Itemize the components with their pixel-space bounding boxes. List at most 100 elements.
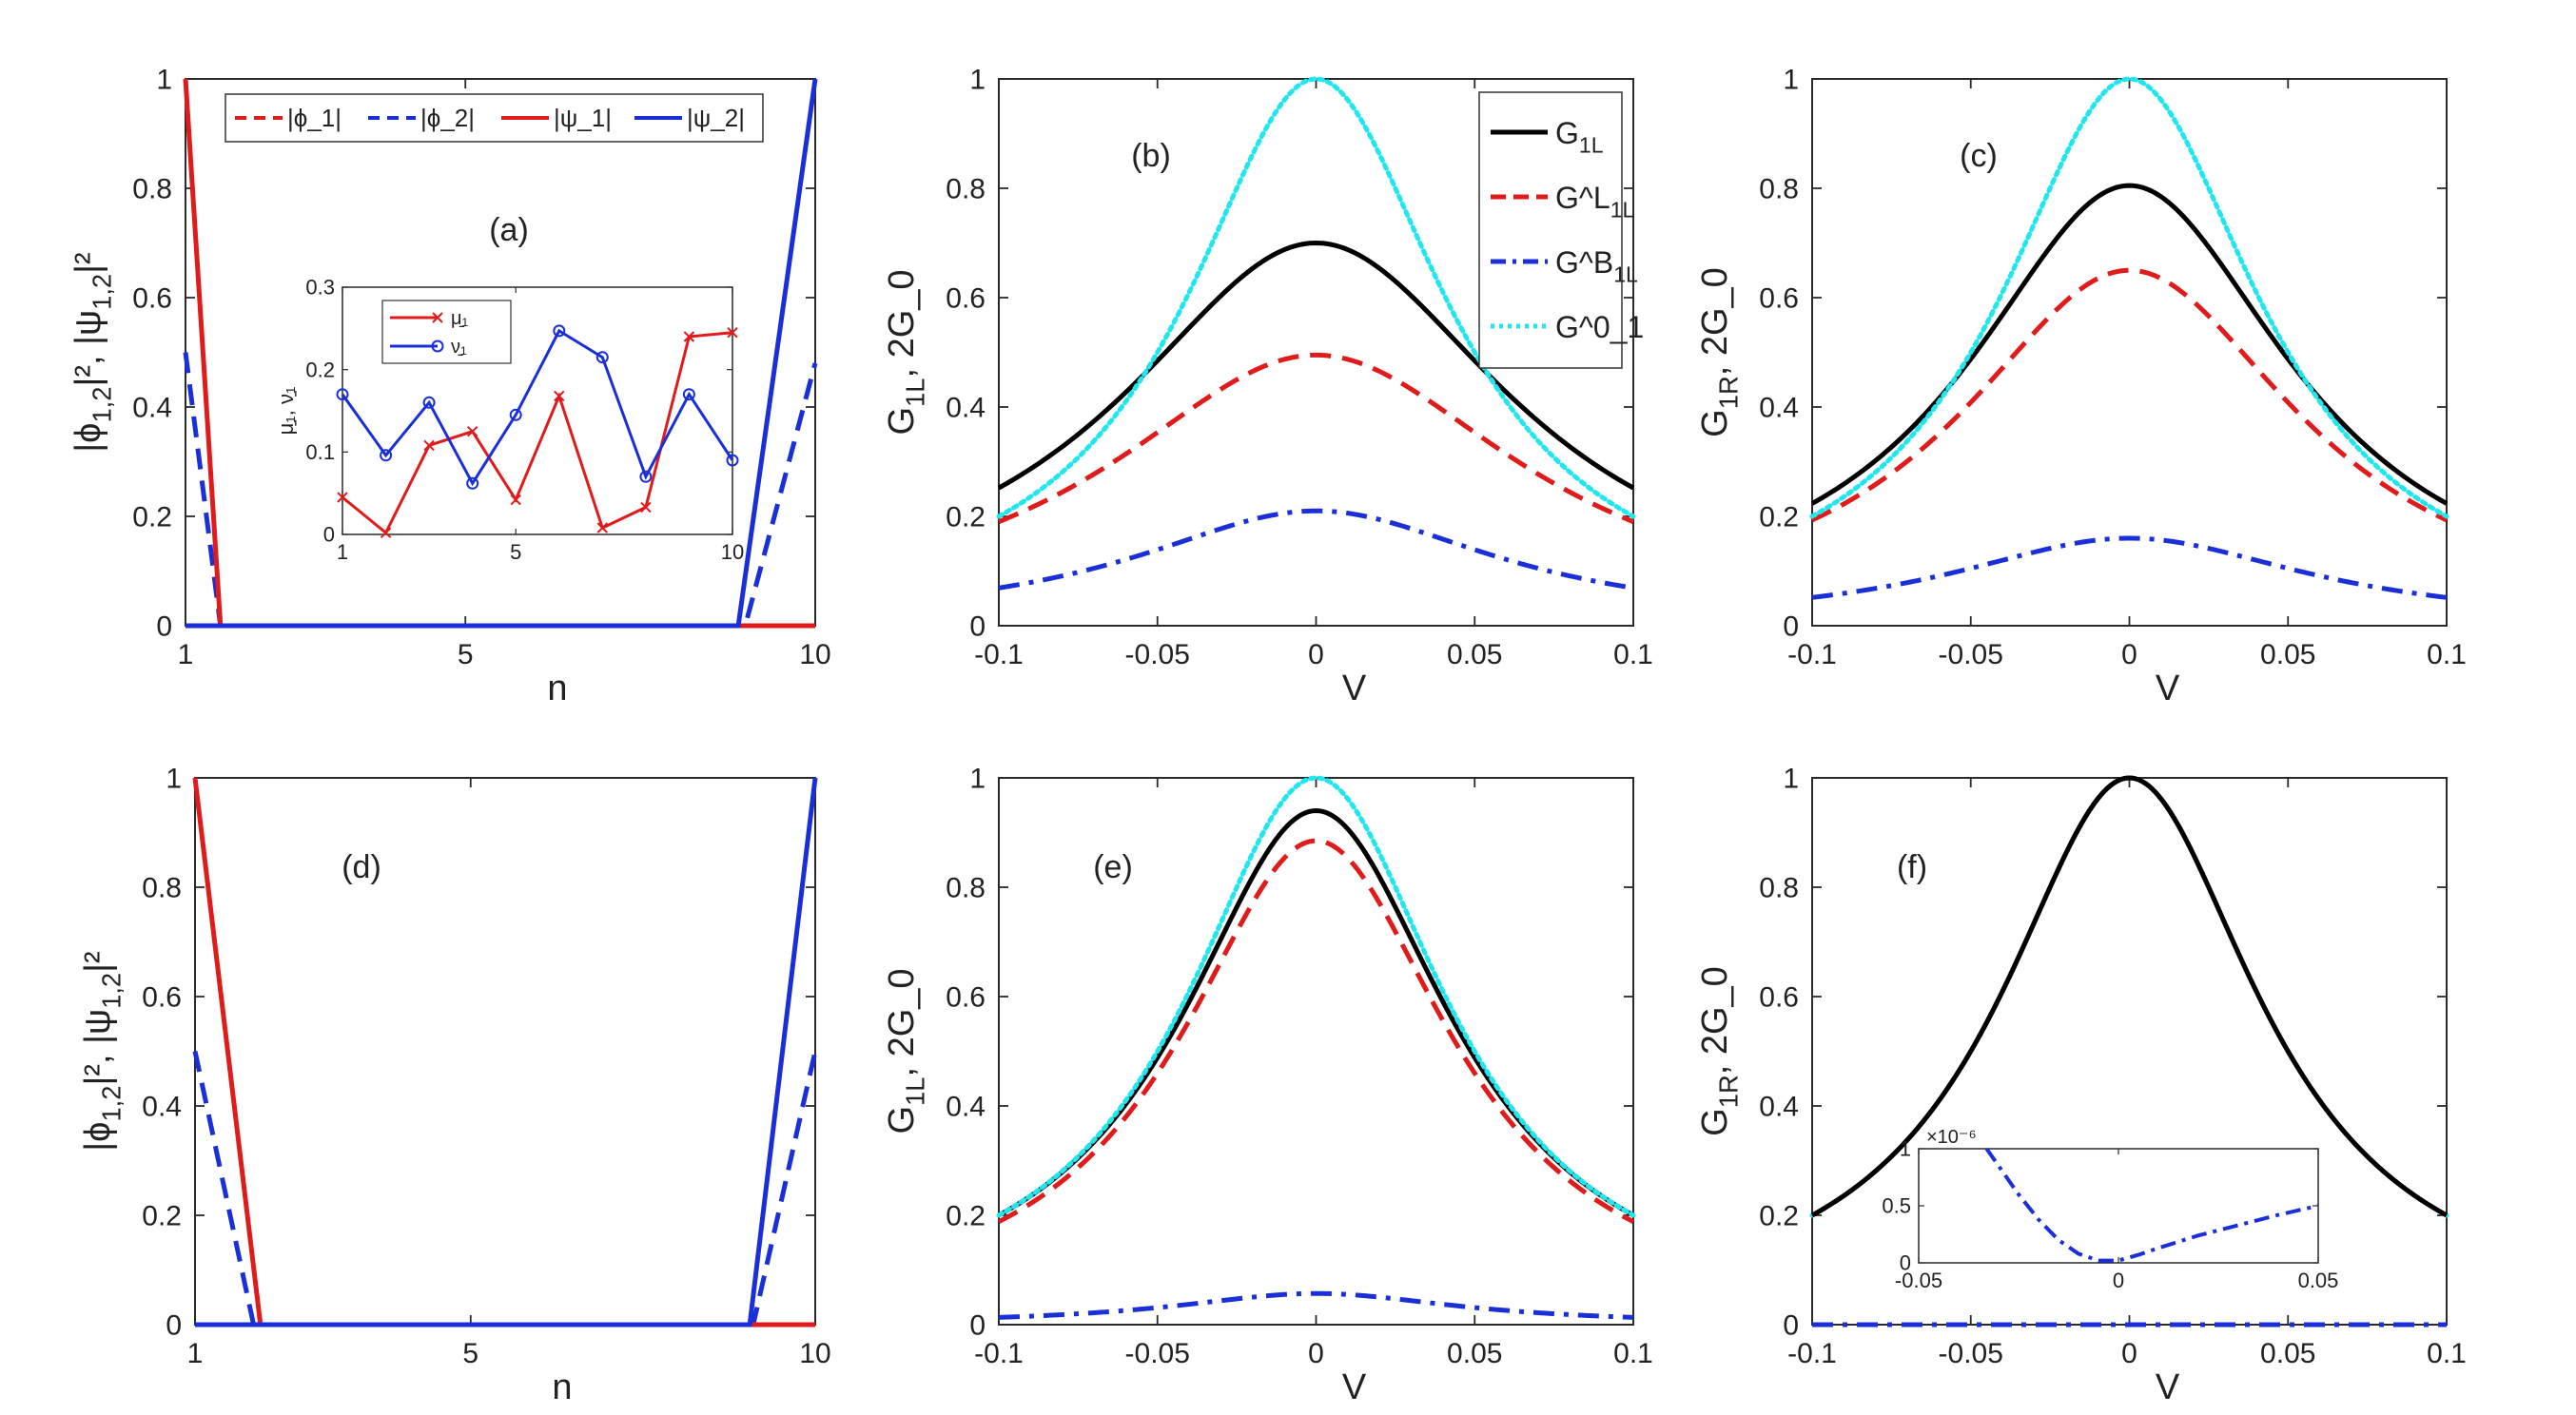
legend-label-3: |ψ_2|: [687, 104, 745, 132]
panel-f: -0.1 -0.05 0 0.05 0.100.20.40.60.81VG1R, 2G_…: [1695, 764, 2467, 1408]
x-tick-label: 0.05: [1447, 1338, 1502, 1369]
axes-frame: [1919, 1149, 2318, 1263]
inset-legend-box: [382, 300, 511, 363]
y-tick-label: 0.8: [946, 174, 986, 205]
x-tick-label: 10: [799, 1338, 830, 1369]
axes-frame: [195, 778, 815, 1325]
y-tick-label: 0.4: [142, 1092, 182, 1123]
y-tick-label: 0.6: [1759, 283, 1799, 315]
y-tick-label: 0.8: [132, 174, 172, 205]
y-tick-label: 0.2: [946, 502, 986, 533]
x-tick-label: -0.1: [974, 1338, 1024, 1369]
legend-label-1: |ϕ_2|: [420, 104, 475, 132]
y-tick-label: 0: [166, 1310, 182, 1342]
panel-label: (f): [1897, 849, 1927, 885]
inset-legend-label-1: ν̱₁: [451, 337, 467, 358]
y-tick-label: 0.6: [142, 982, 182, 1014]
x-tick-label: 0: [2121, 1338, 2137, 1369]
x-tick-label: -0.05: [1939, 639, 2003, 670]
y-tick-label: 0.4: [132, 393, 172, 424]
y-tick-label: 0.8: [1759, 873, 1799, 904]
x-tick-label: 0: [1308, 1338, 1324, 1369]
y-tick-label: 1: [156, 65, 172, 96]
y-tick-label: 0.4: [946, 393, 986, 424]
panel-e: -0.1 -0.05 0 0.05 0.100.20.40.60.81VG1L, 2G_…: [882, 764, 1653, 1408]
y-tick-label: 1: [969, 764, 986, 795]
y-tick-label: 0.8: [1759, 174, 1799, 205]
x-tick-label: 0.05: [1447, 639, 1502, 670]
y-tick-label: 0.4: [946, 1092, 986, 1123]
x-tick-label: 1: [337, 540, 348, 564]
axes-frame: [1812, 79, 2447, 626]
y-tick-label: 1: [1783, 764, 1799, 795]
x-tick-label: 1: [187, 1338, 204, 1369]
legend: |ϕ_1| |ϕ_2| |ψ_1| |ψ_2|: [225, 94, 763, 142]
y-tick-label: 0.8: [142, 873, 182, 904]
panel-label: (b): [1131, 138, 1171, 174]
y-tick-label: 0.2: [1759, 502, 1799, 533]
panel-label: (e): [1093, 849, 1133, 885]
y-tick-label: 0: [323, 523, 335, 547]
x-tick-label: 0.05: [2260, 639, 2315, 670]
y-tick-label: 0: [1783, 611, 1799, 643]
y-tick-label: 0.2: [946, 1201, 986, 1232]
x-tick-label: 5: [458, 639, 474, 670]
y-tick-label: 0.2: [142, 1201, 182, 1232]
x-tick-label: -0.05: [1125, 1338, 1190, 1369]
x-axis-label: V: [1342, 669, 1367, 708]
x-tick-label: 0.1: [2427, 1338, 2467, 1369]
x-tick-label: 0.1: [1613, 1338, 1653, 1369]
y-tick-label: 1: [1900, 1137, 1911, 1161]
x-tick-label: 0: [1308, 639, 1324, 670]
y-tick-label: 0.3: [305, 276, 335, 300]
x-axis-label: V: [2156, 669, 2180, 708]
panel-c: -0.1 -0.05 0 0.05 0.1 0 0.2 0.4 0.6 0.8 1 V G1R, 2G_…: [1695, 65, 2467, 709]
x-tick-label: 10: [799, 639, 830, 670]
x-tick-label: 0.1: [2427, 639, 2467, 670]
y-tick-label: 1: [969, 65, 986, 96]
x-tick-label: -0.1: [1787, 1338, 1837, 1369]
inset: 1 5 10 0 0.1 0.2 0.3 μ̱₁, ν̱₁ μ̱₁ ν̱₁: [274, 276, 744, 564]
y-tick-label: 0.2: [132, 502, 172, 533]
y-tick-label: 1: [166, 764, 182, 795]
y-tick-label: 0.8: [946, 873, 986, 904]
y-axis-label: |ϕ1,2|², |ψ1,2|²: [78, 951, 126, 1151]
panel-label: (a): [489, 212, 529, 248]
y-tick-label: 1: [1783, 65, 1799, 96]
y-tick-label: 0.4: [1759, 393, 1799, 424]
y-axis-label: G1L, 2G_0: [882, 269, 929, 435]
y-axis-label: |ϕ1,2|², |ψ1,2|²: [68, 252, 116, 452]
inset-y-axis-label: μ̱₁, ν̱₁: [274, 387, 298, 436]
panel-b: -0.1 -0.05 0 0.05 0.1 0 0.2 0.4 0.6 0.8 1 V G1L, 2G_…: [882, 65, 1653, 709]
panel-label: (d): [342, 849, 381, 885]
y-tick-label: 0.6: [946, 283, 986, 315]
x-tick-label: -0.1: [1787, 639, 1837, 670]
y-tick-label: 0.5: [1882, 1194, 1911, 1218]
x-tick-label: 10: [721, 540, 744, 564]
y-tick-label: 0: [969, 1310, 986, 1342]
x-axis-label: V: [1342, 1367, 1367, 1407]
y-axis-label: G1R, 2G_0: [1695, 267, 1743, 437]
x-axis-label: n: [552, 1367, 572, 1407]
y-axis-label: G1L, 2G_0: [882, 968, 929, 1134]
y-tick-label: 0.6: [1759, 982, 1799, 1014]
inset-exponent-label: ×10⁻⁶: [1926, 1127, 1977, 1148]
legend: G1L G^L1L G^B1L G^0_1: [1479, 92, 1644, 368]
x-tick-label: 0.1: [1613, 639, 1653, 670]
y-tick-label: 0.4: [1759, 1092, 1799, 1123]
legend-label-3: G^0_1: [1555, 310, 1644, 344]
x-tick-label: -0.05: [1125, 639, 1190, 670]
y-tick-label: 0.6: [132, 283, 172, 315]
legend-label-2: |ψ_1|: [554, 104, 612, 132]
figure-canvas: 1 5 1000.20.40.60.81n|ϕ1,2|², |ψ1,2|²(a)|ϕ…: [0, 0, 2576, 1415]
y-axis-label: G1R, 2G_0: [1695, 966, 1743, 1136]
inset-legend-label-0: μ̱₁: [451, 308, 469, 329]
y-tick-label: 0.2: [305, 358, 335, 381]
x-axis-label: V: [2156, 1367, 2180, 1407]
x-tick-label: 5: [510, 540, 521, 564]
y-tick-label: 0.2: [1759, 1201, 1799, 1232]
panel-label: (c): [1960, 138, 1998, 174]
x-tick-label: 0: [2113, 1269, 2124, 1292]
y-tick-label: 0: [156, 611, 172, 643]
